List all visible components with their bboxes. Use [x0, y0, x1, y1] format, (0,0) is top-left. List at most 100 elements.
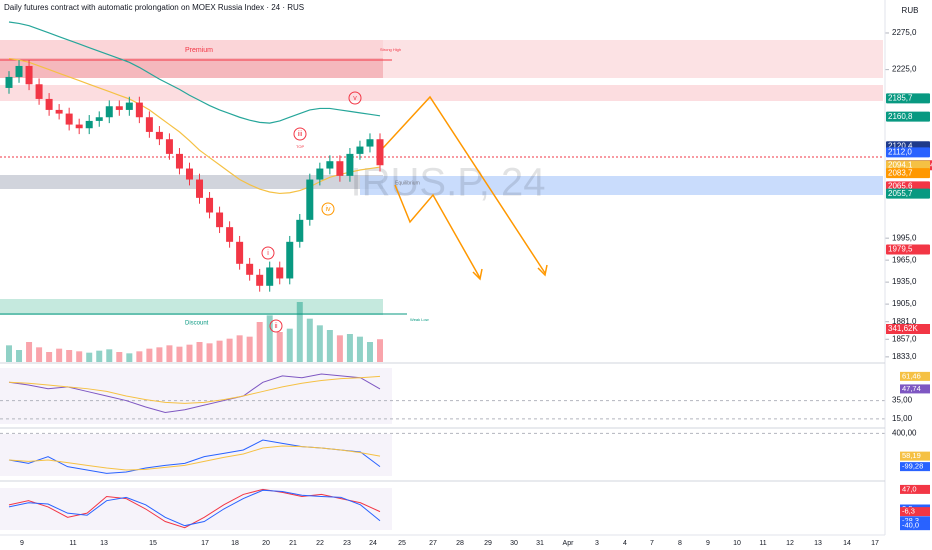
x-tick-label: 7: [650, 540, 654, 547]
candle-body: [45, 98, 53, 110]
x-tick-label: 13: [814, 540, 822, 547]
moving-average: [8, 58, 381, 195]
x-tick-label: 23: [343, 540, 351, 547]
y-tick-label: 15,00: [892, 414, 913, 423]
currency[interactable]: RUB: [902, 6, 919, 15]
x-tick-label: 25: [398, 540, 406, 547]
value-label: 47,0: [902, 484, 917, 493]
x-tick-label: 21: [289, 540, 297, 547]
value-label-box: [900, 451, 930, 461]
equilibrium-zone: [0, 175, 383, 189]
indicator-band: [0, 368, 392, 424]
volume-bar: [286, 328, 293, 362]
price-label-box: [886, 93, 930, 104]
volume-bar: [296, 302, 303, 362]
price-label: 1979,5: [888, 245, 913, 254]
candle-body: [266, 267, 274, 286]
x-tick-label: 10: [733, 540, 741, 547]
x-tick-label: 9: [20, 540, 24, 547]
candle-body: [206, 197, 214, 213]
price-label: 2120,4: [888, 141, 913, 150]
volume-bar: [316, 325, 323, 362]
candle-body: [25, 65, 33, 85]
candle-body: [95, 117, 103, 121]
annotation: iv: [325, 206, 331, 213]
value-label-box: [900, 371, 930, 381]
volume-bar: [86, 352, 93, 362]
candle-body: [366, 139, 374, 147]
price-label: 2185,7: [888, 94, 913, 103]
volume-bar: [116, 352, 123, 362]
candle-body: [185, 168, 193, 180]
x-tick-label: 27: [429, 540, 437, 547]
y-tick-label: 1935,0: [892, 277, 917, 286]
candle-body: [135, 102, 143, 118]
y-tick-label: 2225,0: [892, 65, 917, 74]
candle-body: [306, 179, 314, 220]
candle-body: [5, 76, 13, 88]
value-label-box: [900, 484, 930, 494]
y-tick-label: 1833,0: [892, 352, 917, 361]
candle-body: [376, 139, 384, 166]
y-tick-label: 1965,0: [892, 255, 917, 264]
wave-circle: [293, 127, 307, 141]
x-tick-label: 20: [262, 540, 270, 547]
x-tick-label: 30: [510, 540, 518, 547]
volume-bar: [166, 345, 173, 362]
x-tick-label: 14: [843, 540, 851, 547]
volume-bar: [176, 346, 183, 362]
price-label-box: [886, 160, 930, 171]
candle-body: [115, 106, 123, 110]
value-label: 58,19: [902, 451, 921, 460]
candle-body: [346, 153, 354, 176]
x-tick-label: 13: [100, 540, 108, 547]
candle-body: [246, 263, 254, 275]
indicator-line: [8, 445, 381, 471]
volume-bar: [16, 350, 23, 362]
volume-bar: [246, 336, 253, 362]
volume-bar: [346, 334, 353, 362]
price-label: 2083,7: [888, 168, 913, 177]
candle-body: [226, 227, 234, 242]
wave-circle: [269, 319, 283, 333]
volume-bar: [96, 350, 103, 362]
volume-bar: [76, 351, 83, 362]
indicator-line: [8, 489, 381, 527]
x-tick-label: 9: [706, 540, 710, 547]
y-tick-label: 1881,0: [892, 317, 917, 326]
x-tick-label: 31: [536, 540, 544, 547]
candle-body: [145, 117, 153, 132]
volume-bar: [46, 352, 53, 362]
price-label-box: [886, 188, 930, 199]
volume-bar: [226, 338, 233, 362]
candle-body: [316, 168, 324, 180]
value-label-box: [900, 516, 930, 526]
volume-bar: [366, 342, 373, 362]
x-tick-label: 11: [759, 540, 766, 547]
x-tick-label: 17: [871, 540, 879, 547]
price-label: 2055,7: [888, 189, 913, 198]
candle-body: [75, 124, 83, 129]
annotation: Discount: [185, 321, 209, 327]
candle-body: [236, 241, 244, 264]
x-tick-label: 15: [149, 540, 157, 547]
projection: [382, 95, 548, 281]
volume-bar: [256, 322, 263, 362]
volume-bar: [266, 315, 273, 362]
candle-body: [125, 102, 133, 110]
value-label-box: [900, 462, 930, 472]
candle-body: [256, 274, 264, 286]
annotation: v: [353, 95, 357, 102]
volume-bar: [236, 335, 243, 362]
candle-body: [165, 139, 173, 154]
volume-bar: [66, 350, 73, 362]
candle-body: [105, 106, 113, 118]
x-tick-label: 22: [316, 540, 324, 547]
y-tick-label: 1995,0: [892, 233, 917, 242]
volume-bar: [56, 348, 63, 362]
volume-bar: [146, 348, 153, 362]
y-tick-label: 1857,0: [892, 334, 917, 343]
volume-bar: [36, 347, 43, 362]
x-tick-label: 4: [623, 540, 627, 547]
